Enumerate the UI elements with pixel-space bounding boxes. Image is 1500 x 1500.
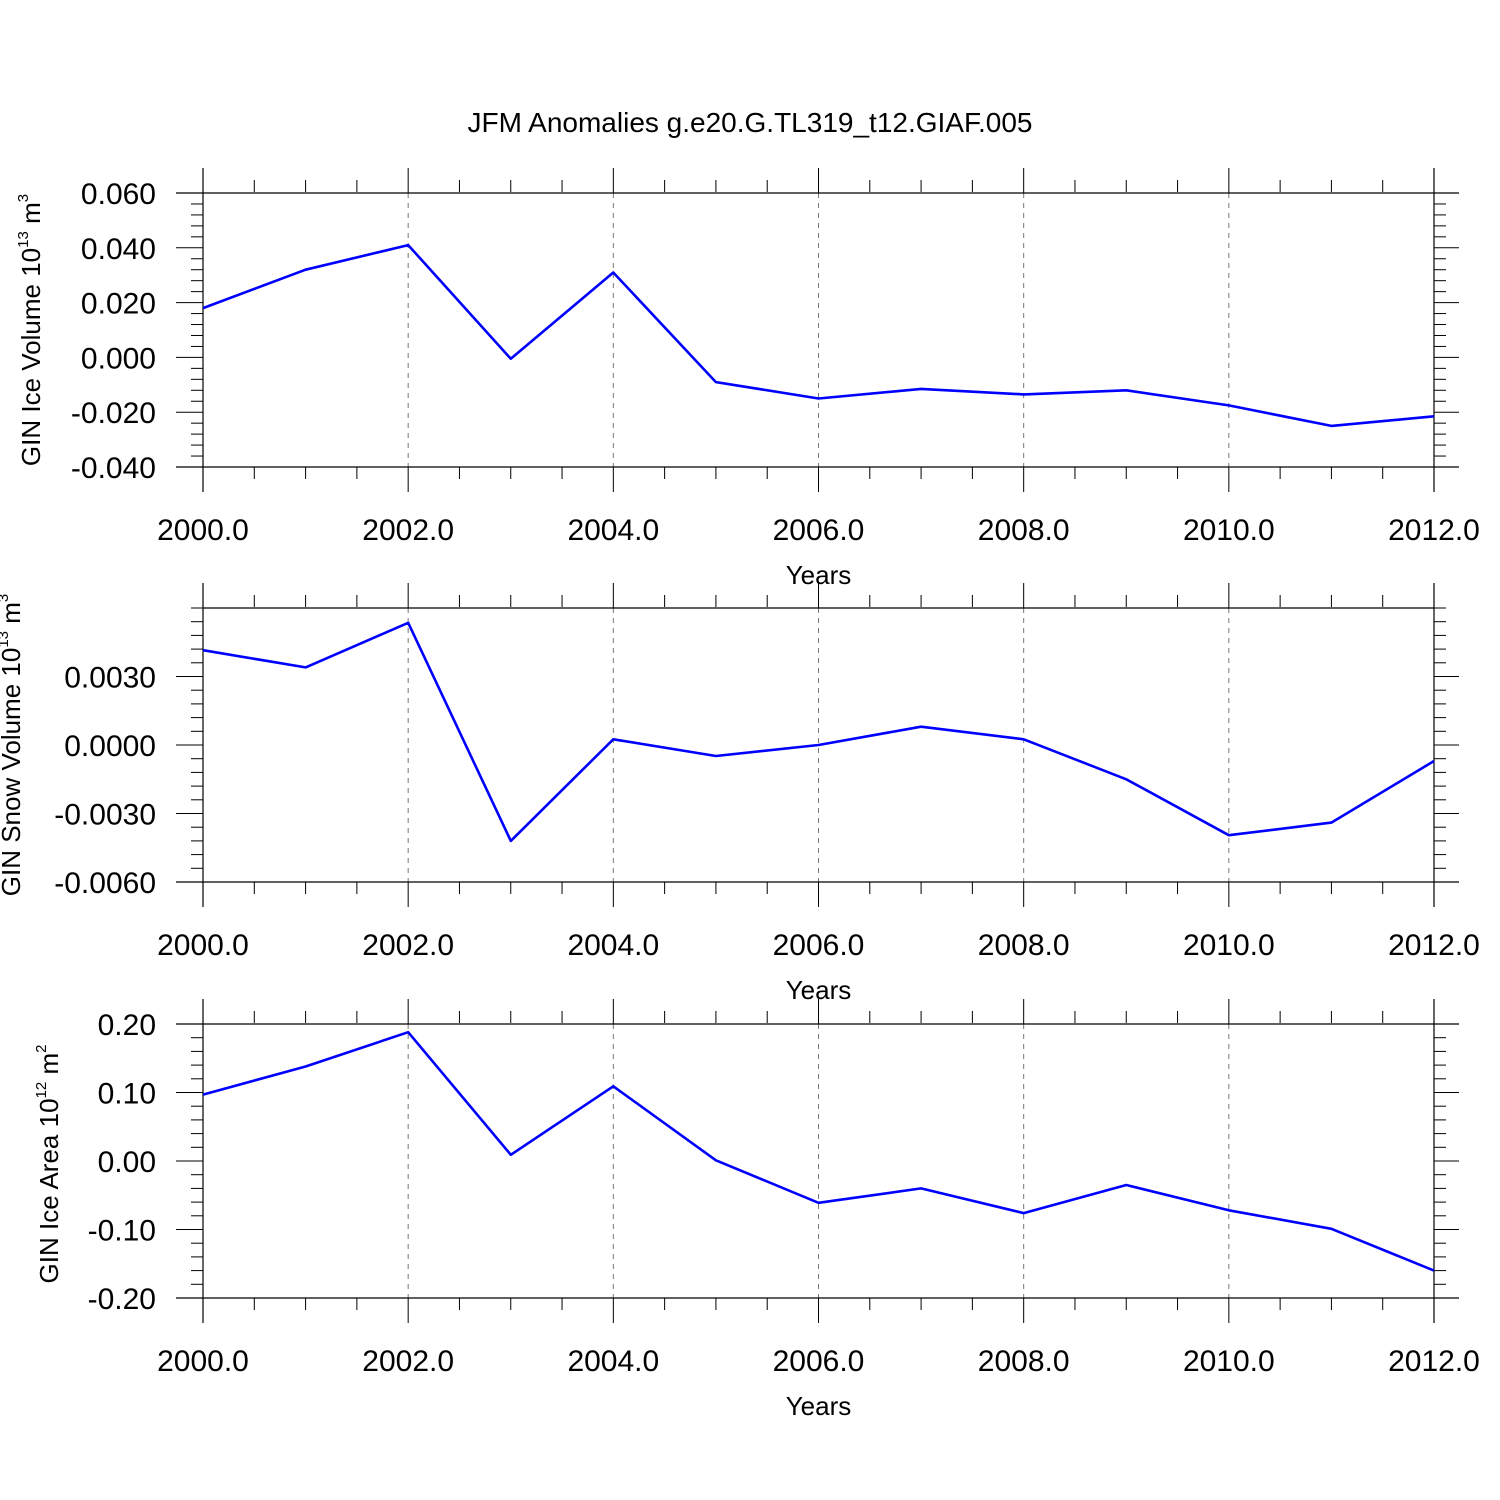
- y-tick-label: 0.20: [98, 1009, 156, 1042]
- x-tick-label: 2000.0: [157, 929, 249, 962]
- x-tick-label: 2006.0: [773, 929, 865, 962]
- y-tick-label: -0.0060: [54, 867, 156, 900]
- x-tick-label: 2010.0: [1183, 1345, 1275, 1378]
- y-tick-label: 0.0000: [64, 730, 156, 763]
- y-tick-label: -0.20: [88, 1283, 156, 1316]
- x-tick-label: 2000.0: [157, 1345, 249, 1378]
- x-tick-label: 2012.0: [1388, 1345, 1480, 1378]
- chart-panel-2: 2000.0 2002.0 2004.0 2006.0 2008.0 2010.0 2012…: [0, 583, 1480, 1005]
- y-tick-label: 0.10: [98, 1078, 156, 1111]
- x-tick-label: 2004.0: [567, 514, 659, 547]
- x-tick-label: 2004.0: [567, 1345, 659, 1378]
- x-tick-label: 2008.0: [978, 514, 1070, 547]
- y-axis-title: GIN Ice Area 1012 m2: [33, 1045, 64, 1284]
- x-tick-label: 2012.0: [1388, 929, 1480, 962]
- x-tick-label: 2008.0: [978, 1345, 1070, 1378]
- y-tick-label: 0.040: [81, 233, 156, 266]
- x-tick-label: 2008.0: [978, 929, 1070, 962]
- y-tick-label: 0.020: [81, 288, 156, 321]
- x-tick-label: 2006.0: [773, 1345, 865, 1378]
- x-tick-label: 2002.0: [362, 929, 454, 962]
- y-tick-label: -0.10: [88, 1215, 156, 1248]
- x-tick-label: 2010.0: [1183, 514, 1275, 547]
- chart-panel-3: 2000.0 2002.0 2004.0 2006.0 2008.0 2010.0 2012…: [33, 999, 1480, 1421]
- y-tick-label: 0.00: [98, 1146, 156, 1179]
- y-axis-title: GIN Snow Volume 1013 m3: [0, 594, 26, 897]
- y-tick-label: 0.000: [81, 342, 156, 375]
- x-tick-label: 2002.0: [362, 1345, 454, 1378]
- y-tick-label: -0.020: [71, 397, 156, 430]
- y-axis-title: GIN Ice Volume 1013 m3: [15, 194, 46, 466]
- x-tick-label: 2002.0: [362, 514, 454, 547]
- x-axis-title: Years: [786, 1391, 852, 1421]
- y-tick-label: -0.0030: [54, 799, 156, 832]
- y-tick-label: 0.0030: [64, 662, 156, 695]
- y-tick-label: -0.040: [71, 452, 156, 485]
- x-tick-label: 2010.0: [1183, 929, 1275, 962]
- chart-title: JFM Anomalies g.e20.G.TL319_t12.GIAF.005: [468, 107, 1033, 138]
- x-tick-label: 2006.0: [773, 514, 865, 547]
- x-tick-label: 2000.0: [157, 514, 249, 547]
- y-tick-label: 0.060: [81, 178, 156, 211]
- chart-panel-1: 2000.0 2002.0 2004.0 2006.0 2008.0 2010.0 2012…: [15, 168, 1480, 590]
- x-tick-label: 2004.0: [567, 929, 659, 962]
- x-tick-label: 2012.0: [1388, 514, 1480, 547]
